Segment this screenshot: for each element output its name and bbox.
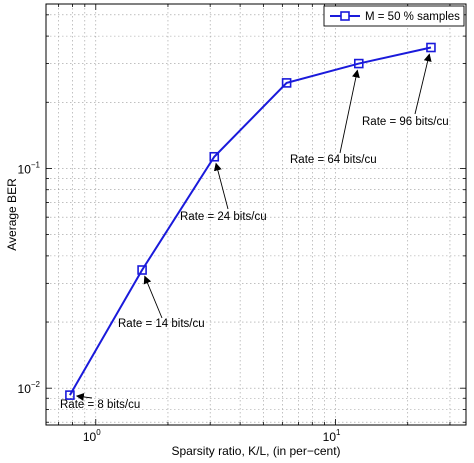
data-point-marker: [353, 58, 364, 69]
annotation-arrow: [75, 392, 93, 401]
data-point-marker: [281, 78, 292, 88]
x-axis-label: Sparsity ratio, K/L, (in per−cent): [171, 444, 340, 458]
data-point-marker: [65, 390, 75, 400]
annotation-arrow: [414, 53, 432, 115]
annotation-label: Rate = 8 bits/cu: [60, 399, 140, 411]
annotation-arrow: [143, 275, 163, 319]
annotation-label: Rate = 64 bits/cu: [290, 154, 377, 166]
annotation-label: Rate = 96 bits/cu: [362, 116, 449, 128]
data-point-marker: [426, 42, 436, 53]
legend-box: [323, 5, 465, 27]
annotation-arrow: [339, 69, 360, 154]
data-point-marker: [137, 265, 147, 275]
series-layer: [65, 42, 436, 400]
annotation-arrow: [213, 162, 229, 210]
series-line: [69, 46, 432, 396]
y-axis-label: Average BER: [5, 178, 19, 251]
annotation-label: Rate = 24 bits/cu: [180, 211, 267, 223]
axis-labels: 100 101 10−2 10−1 Sparsity ratio, K/L, (in p…: [5, 160, 341, 458]
y-tick-label: 10−2: [18, 380, 41, 396]
legend: M = 50 % samples: [323, 5, 465, 27]
x-tick-label: 100: [83, 428, 101, 444]
legend-label: M = 50 % samples: [365, 11, 460, 23]
data-point-marker: [209, 151, 220, 162]
x-tick-label: 101: [323, 428, 341, 444]
annotations: Rate = 8 bits/cu Rate = 14 bits/cu Rate = …: [60, 53, 449, 411]
legend-marker: [340, 11, 350, 21]
annotation-label: Rate = 14 bits/cu: [118, 318, 205, 330]
axis-ticks: [46, 4, 466, 425]
plot-frame: [45, 3, 467, 426]
y-tick-label: 10−1: [18, 160, 41, 176]
